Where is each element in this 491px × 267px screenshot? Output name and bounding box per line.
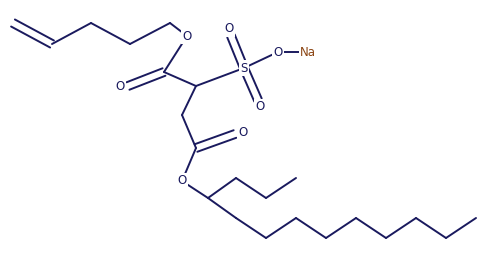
- Text: O: O: [224, 22, 234, 36]
- Text: O: O: [182, 29, 191, 42]
- Text: O: O: [177, 175, 187, 187]
- Text: S: S: [240, 61, 247, 74]
- Text: O: O: [273, 45, 283, 58]
- Text: Na: Na: [300, 45, 316, 58]
- Text: O: O: [255, 100, 265, 113]
- Text: O: O: [238, 125, 247, 139]
- Text: O: O: [115, 80, 125, 92]
